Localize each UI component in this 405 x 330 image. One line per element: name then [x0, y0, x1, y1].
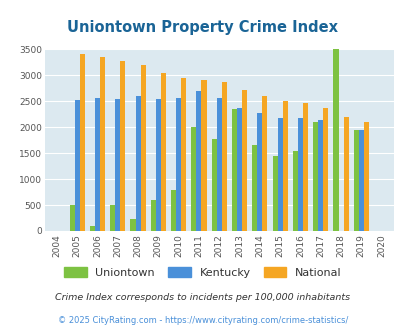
Bar	[95, 98, 100, 231]
Bar	[262, 96, 267, 231]
Bar	[176, 98, 181, 231]
Bar	[130, 219, 135, 231]
Bar	[241, 90, 247, 231]
Bar	[363, 121, 368, 231]
Legend: Uniontown, Kentucky, National: Uniontown, Kentucky, National	[60, 263, 345, 282]
Bar	[150, 200, 156, 231]
Bar	[171, 189, 176, 231]
Bar	[201, 80, 206, 231]
Bar	[196, 91, 201, 231]
Bar	[181, 78, 186, 231]
Bar	[160, 73, 166, 231]
Bar	[100, 57, 105, 231]
Bar	[79, 54, 85, 231]
Bar	[333, 50, 338, 231]
Text: Crime Index corresponds to incidents per 100,000 inhabitants: Crime Index corresponds to incidents per…	[55, 292, 350, 302]
Bar	[257, 113, 262, 231]
Bar	[302, 103, 307, 231]
Bar	[110, 205, 115, 231]
Bar	[115, 99, 120, 231]
Bar	[322, 108, 328, 231]
Bar	[312, 122, 318, 231]
Bar	[353, 130, 358, 231]
Bar	[140, 65, 145, 231]
Bar	[358, 130, 363, 231]
Bar	[282, 101, 287, 231]
Bar	[216, 98, 221, 231]
Bar	[69, 205, 75, 231]
Text: Uniontown Property Crime Index: Uniontown Property Crime Index	[67, 20, 338, 35]
Bar	[90, 226, 95, 231]
Bar	[237, 108, 241, 231]
Bar	[277, 118, 282, 231]
Bar	[272, 156, 277, 231]
Bar	[135, 96, 140, 231]
Bar	[318, 120, 322, 231]
Bar	[221, 82, 226, 231]
Bar	[297, 118, 302, 231]
Bar	[191, 127, 196, 231]
Bar	[120, 61, 125, 231]
Bar	[75, 100, 79, 231]
Bar	[156, 99, 160, 231]
Bar	[211, 139, 216, 231]
Bar	[231, 109, 237, 231]
Bar	[252, 146, 257, 231]
Bar	[343, 117, 348, 231]
Text: © 2025 CityRating.com - https://www.cityrating.com/crime-statistics/: © 2025 CityRating.com - https://www.city…	[58, 315, 347, 325]
Bar	[292, 150, 297, 231]
